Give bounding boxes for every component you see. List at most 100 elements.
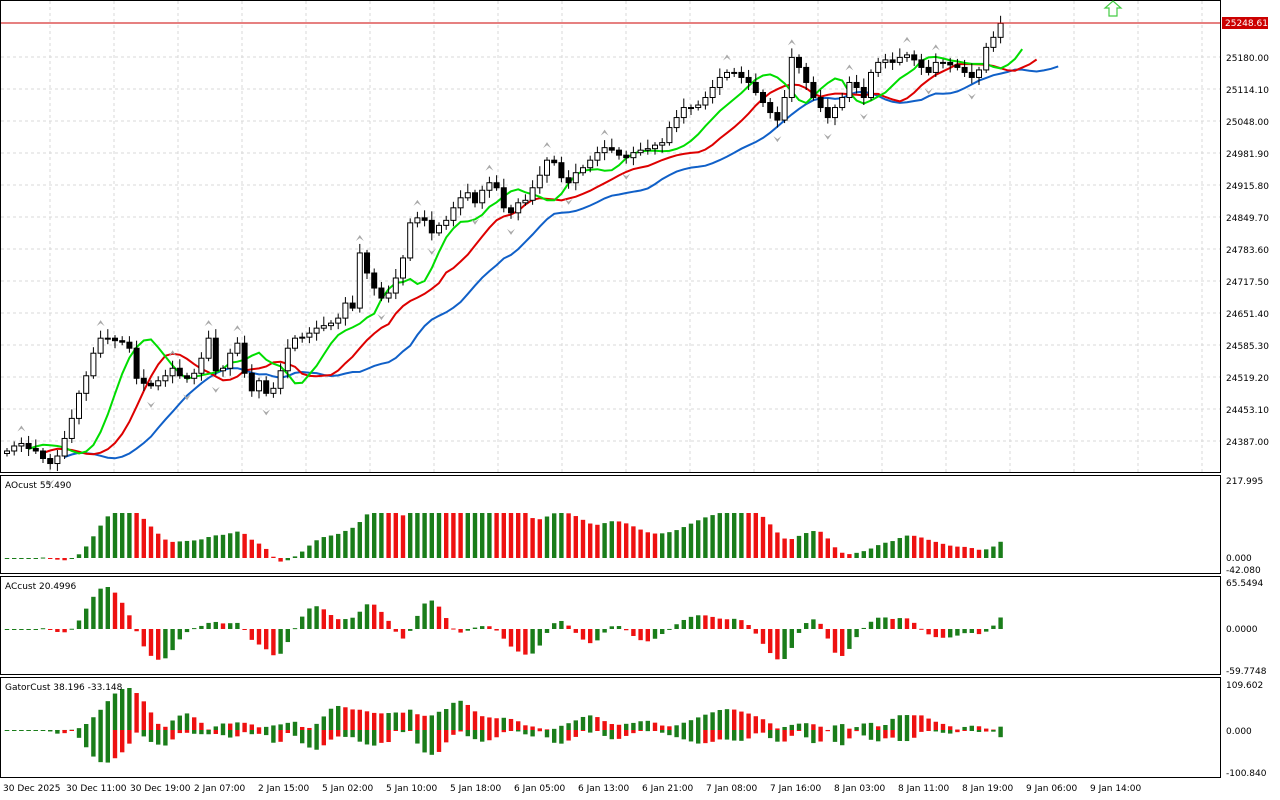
- ao-bar: [912, 535, 917, 558]
- ao-bar: [458, 513, 463, 558]
- gator-lower-bar: [444, 730, 449, 743]
- gator-lower-bar: [343, 730, 348, 737]
- gator-upper-bar: [516, 721, 521, 730]
- ao-bar: [12, 558, 17, 559]
- gator-lower-bar: [933, 730, 938, 732]
- gator-lower-bar: [976, 730, 982, 732]
- gator-upper-bar: [926, 718, 931, 730]
- gator-upper-bar: [674, 725, 679, 730]
- ac-bar: [472, 627, 478, 629]
- ao-bar: [991, 546, 996, 558]
- gator-upper-bar: [710, 712, 715, 730]
- ac-bar: [364, 604, 370, 629]
- ao-bar: [616, 521, 622, 558]
- candle-bull: [436, 224, 442, 234]
- ac-bar: [832, 629, 838, 653]
- ac-bar: [494, 629, 499, 631]
- gator-lower-bar: [717, 730, 722, 740]
- gator-lower-bar: [436, 730, 442, 752]
- ao-histogram: [4, 513, 1003, 562]
- gator-upper-bar: [184, 713, 190, 730]
- gator-upper-bar: [84, 724, 89, 730]
- ao-bar: [552, 513, 557, 558]
- ao-bar: [264, 548, 269, 558]
- candle-bull: [709, 86, 716, 99]
- ac-bar: [249, 629, 254, 640]
- candle-bear: [968, 71, 975, 78]
- ac-bar: [220, 623, 226, 629]
- candle-bull: [839, 97, 846, 109]
- candle-bull: [875, 61, 882, 73]
- ao-bar: [465, 513, 470, 558]
- ao-bar: [307, 545, 312, 558]
- gator-lower-bar: [170, 730, 175, 740]
- gator-lower-bar: [292, 730, 298, 736]
- ac-bar: [76, 620, 82, 629]
- ac-bar: [904, 618, 910, 629]
- candle-bull: [724, 71, 730, 78]
- candle-bear: [853, 81, 860, 88]
- ac-bar: [415, 615, 420, 629]
- ao-bar: [156, 533, 161, 558]
- gator-upper-bar: [422, 715, 427, 730]
- ac-bar: [386, 620, 391, 629]
- candle-bear: [911, 54, 918, 61]
- ao-bar: [422, 513, 427, 558]
- gator-lower-bar: [379, 730, 384, 743]
- candle-bear: [508, 207, 514, 214]
- gator-lower-bar: [552, 730, 557, 743]
- ac-bar: [465, 629, 470, 631]
- candle-bull: [846, 81, 853, 99]
- time-tick: 2 Jan 15:00: [258, 784, 310, 794]
- price-tick: 24387.00: [1226, 438, 1269, 448]
- price-tick: 24783.60: [1226, 246, 1269, 256]
- ao-bar: [372, 513, 377, 558]
- ac-bar: [760, 629, 766, 644]
- time-axis: 30 Dec 2025 30 Dec 11:00 30 Dec 19:00 2 …: [3, 784, 1142, 794]
- ao-bar: [105, 516, 110, 558]
- gator-upper-bar: [696, 717, 701, 730]
- gator-lower-bar: [451, 730, 456, 735]
- gator-upper-bar: [595, 717, 600, 730]
- ao-bar: [746, 513, 751, 558]
- gator-lower-bar: [487, 730, 492, 741]
- gator-lower-bar: [386, 730, 391, 743]
- gator-lower-bar: [271, 730, 276, 743]
- candle-bull: [868, 71, 874, 99]
- main-pane-frame: [0, 0, 1221, 473]
- fractal-down-icon: [924, 88, 933, 95]
- ao-bar: [984, 549, 989, 558]
- candle-bull: [630, 152, 637, 159]
- gator-lower-bar: [753, 730, 758, 734]
- gator-lower-bar: [998, 730, 1003, 738]
- gator-lower-bar: [141, 730, 146, 737]
- gator-lower-bar: [336, 730, 341, 737]
- candle-bull: [781, 97, 788, 121]
- gator-lower-bar: [638, 730, 643, 731]
- ac-bar: [148, 629, 154, 656]
- gator-upper-bar: [681, 722, 686, 730]
- gator-upper-bar: [386, 713, 391, 730]
- time-tick: 7 Jan 08:00: [706, 784, 758, 794]
- candle-bear: [918, 59, 925, 68]
- candle-bear: [349, 302, 356, 309]
- gator-lower-bar: [768, 730, 773, 739]
- gator-lower-bar: [33, 730, 38, 731]
- gator-lower-bar: [163, 730, 168, 746]
- ac-bar: [753, 629, 758, 634]
- ao-bar: [33, 558, 38, 559]
- gator-upper-bar: [307, 727, 312, 730]
- gator-upper-bar: [472, 711, 478, 730]
- candle-bull: [529, 187, 536, 201]
- gator-lower-bar: [516, 730, 521, 732]
- candle-bull: [536, 174, 543, 189]
- gator-upper-bar: [480, 716, 485, 730]
- candle-bull: [637, 149, 644, 154]
- ao-bar: [357, 522, 362, 558]
- gator-upper-bar: [379, 713, 384, 730]
- ao-bar: [544, 516, 550, 558]
- gator-upper-bar: [847, 728, 852, 730]
- candle-bull: [407, 222, 414, 259]
- gator-lower-bar: [393, 730, 398, 731]
